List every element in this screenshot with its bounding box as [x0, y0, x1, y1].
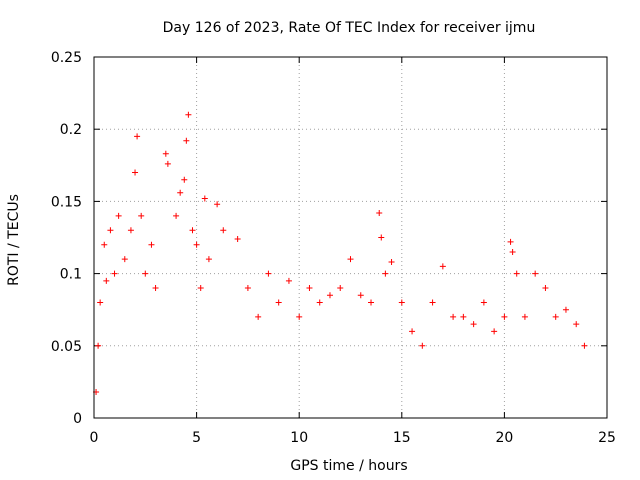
x-tick-label: 25: [598, 430, 616, 446]
data-point: [95, 342, 102, 349]
data-point: [513, 270, 520, 277]
data-point: [388, 259, 395, 266]
data-point: [326, 292, 333, 299]
y-tick-label: 0.25: [51, 50, 82, 66]
data-point: [532, 270, 539, 277]
data-point: [181, 176, 188, 183]
data-point: [134, 133, 141, 140]
data-point: [316, 299, 323, 306]
data-point: [409, 328, 416, 335]
chart-title: Day 126 of 2023, Rate Of TEC Index for r…: [163, 20, 536, 36]
data-point: [552, 313, 559, 320]
ticks: 0 5 10 15 20 25 0 0.05 0.1 0.15 0.2 0.25: [51, 50, 616, 446]
data-point: [152, 285, 159, 292]
plot-frame: [93, 56, 608, 419]
data-point: [419, 342, 426, 349]
data-point: [111, 270, 118, 277]
x-tick-label: 20: [495, 430, 513, 446]
data-point: [509, 248, 516, 255]
data-point: [173, 212, 180, 219]
data-point: [501, 313, 508, 320]
data-point: [347, 256, 354, 263]
data-point: [439, 263, 446, 270]
data-point: [205, 256, 212, 263]
data-point: [521, 313, 528, 320]
y-tick-label: 0.2: [60, 122, 82, 138]
data-point: [138, 212, 145, 219]
x-axis-label: GPS time / hours: [290, 458, 407, 474]
data-point: [357, 292, 364, 299]
data-point: [121, 256, 128, 263]
data-point: [197, 285, 204, 292]
data-point: [378, 234, 385, 241]
data-point: [368, 299, 375, 306]
data-points: [93, 111, 588, 396]
y-tick-label: 0.05: [51, 339, 82, 355]
data-point: [491, 328, 498, 335]
data-point: [214, 201, 221, 208]
data-point: [244, 285, 251, 292]
grid: [94, 57, 607, 418]
x-tick-label: 0: [90, 430, 99, 446]
data-point: [275, 299, 282, 306]
data-point: [376, 209, 383, 216]
data-point: [164, 160, 171, 167]
data-point: [132, 169, 139, 176]
data-point: [193, 241, 200, 248]
data-point: [382, 270, 389, 277]
data-point: [103, 277, 110, 284]
y-tick-label: 0.15: [51, 194, 82, 210]
data-point: [296, 313, 303, 320]
y-axis-label: ROTI / TECUs: [6, 194, 22, 286]
data-point: [115, 212, 122, 219]
y-tick-label: 0.1: [60, 267, 82, 283]
data-point: [470, 321, 477, 328]
data-point: [285, 277, 292, 284]
data-point: [255, 313, 262, 320]
data-point: [234, 235, 241, 242]
data-point: [581, 342, 588, 349]
data-point: [220, 227, 227, 234]
x-tick-label: 15: [393, 430, 411, 446]
y-tick-label: 0: [73, 411, 82, 427]
data-point: [148, 241, 155, 248]
data-point: [107, 227, 114, 234]
data-point: [201, 195, 208, 202]
data-point: [189, 227, 196, 234]
data-point: [306, 285, 313, 292]
data-point: [480, 299, 487, 306]
data-point: [177, 189, 184, 196]
data-point: [562, 306, 569, 313]
data-point: [185, 111, 192, 118]
data-point: [507, 238, 514, 245]
data-point: [542, 285, 549, 292]
data-point: [97, 299, 104, 306]
x-tick-label: 10: [290, 430, 308, 446]
data-point: [162, 150, 169, 157]
data-point: [429, 299, 436, 306]
data-point: [101, 241, 108, 248]
data-point: [265, 270, 272, 277]
data-point: [142, 270, 149, 277]
data-point: [573, 321, 580, 328]
data-point: [337, 285, 344, 292]
data-point: [460, 313, 467, 320]
data-point: [183, 137, 190, 144]
data-point: [398, 299, 405, 306]
data-point: [127, 227, 134, 234]
x-tick-label: 5: [192, 430, 201, 446]
data-point: [450, 313, 457, 320]
